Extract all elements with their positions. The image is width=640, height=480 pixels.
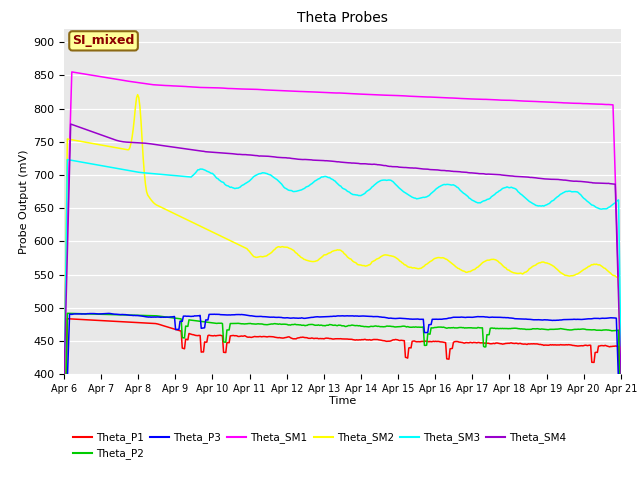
Theta_SM3 (617, 343, 625, 349)
Theta_P2 (63, 311, 71, 316)
Theta_P1 (518, 341, 525, 347)
Theta_P3 (362, 313, 370, 319)
Theta_SM2 (329, 248, 337, 254)
Line: Theta_SM4: Theta_SM4 (64, 124, 621, 382)
Theta_SM4 (393, 164, 401, 169)
Theta_SM2 (326, 250, 333, 256)
Theta_P2 (362, 324, 370, 329)
Theta_SM1 (393, 93, 401, 98)
Theta_SM1 (329, 90, 337, 96)
Theta_P3 (605, 315, 612, 321)
Theta_SM2 (605, 269, 612, 275)
Theta_SM3 (362, 189, 370, 194)
Theta_P3 (60, 474, 68, 480)
Theta_SM2 (362, 263, 370, 269)
Title: Theta Probes: Theta Probes (297, 11, 388, 25)
Theta_SM3 (60, 397, 68, 403)
Theta_SM1 (605, 102, 612, 108)
Theta_SM4 (362, 161, 370, 167)
Theta_P1 (605, 344, 612, 349)
Theta_SM1 (617, 352, 625, 358)
Theta_SM4 (67, 121, 74, 127)
Theta_P1 (63, 316, 71, 322)
Theta_SM1 (326, 90, 333, 96)
Theta_P3 (329, 313, 337, 319)
Theta_P2 (393, 324, 401, 330)
Theta_P2 (617, 431, 625, 437)
Theta_P2 (605, 327, 612, 333)
Theta_SM3 (605, 204, 612, 210)
Y-axis label: Probe Output (mV): Probe Output (mV) (19, 149, 29, 254)
Theta_SM1 (68, 69, 76, 75)
Theta_P1 (617, 442, 625, 447)
Line: Theta_P3: Theta_P3 (64, 313, 621, 477)
Theta_SM2 (617, 396, 625, 402)
Theta_P3 (518, 316, 525, 322)
Legend: Theta_P1, Theta_P2, Theta_P3, Theta_SM1, Theta_SM2, Theta_SM3, Theta_SM4: Theta_P1, Theta_P2, Theta_P3, Theta_SM1,… (69, 428, 570, 463)
Line: Theta_SM3: Theta_SM3 (64, 159, 621, 400)
Theta_SM1 (518, 98, 525, 104)
Theta_SM4 (326, 158, 333, 164)
Theta_P2 (329, 323, 337, 328)
Theta_P3 (105, 311, 113, 316)
Theta_P1 (60, 477, 68, 480)
Theta_SM2 (393, 255, 401, 261)
Theta_SM4 (329, 158, 337, 164)
Theta_P1 (329, 336, 337, 342)
Theta_SM2 (134, 92, 141, 97)
Theta_P1 (326, 336, 333, 341)
Line: Theta_P2: Theta_P2 (64, 313, 621, 477)
Theta_P3 (326, 313, 333, 319)
Theta_SM3 (63, 156, 71, 162)
Theta_SM2 (518, 271, 525, 276)
Theta_SM1 (60, 334, 68, 340)
X-axis label: Time: Time (329, 396, 356, 406)
Text: SI_mixed: SI_mixed (72, 35, 135, 48)
Theta_SM2 (60, 386, 68, 392)
Theta_P3 (393, 316, 401, 322)
Theta_P3 (617, 444, 625, 450)
Theta_SM4 (617, 372, 625, 377)
Theta_SM4 (605, 180, 612, 186)
Theta_SM3 (393, 182, 401, 188)
Theta_SM4 (60, 379, 68, 384)
Theta_P2 (326, 322, 333, 327)
Theta_SM3 (329, 177, 337, 182)
Theta_SM3 (326, 175, 333, 180)
Line: Theta_P1: Theta_P1 (64, 319, 621, 480)
Theta_SM4 (518, 174, 525, 180)
Theta_P2 (60, 474, 68, 480)
Theta_P1 (393, 337, 401, 343)
Line: Theta_SM1: Theta_SM1 (64, 72, 621, 355)
Theta_P1 (362, 337, 370, 343)
Theta_SM1 (362, 91, 370, 97)
Line: Theta_SM2: Theta_SM2 (64, 95, 621, 399)
Theta_SM3 (518, 192, 525, 197)
Theta_P2 (518, 326, 525, 332)
